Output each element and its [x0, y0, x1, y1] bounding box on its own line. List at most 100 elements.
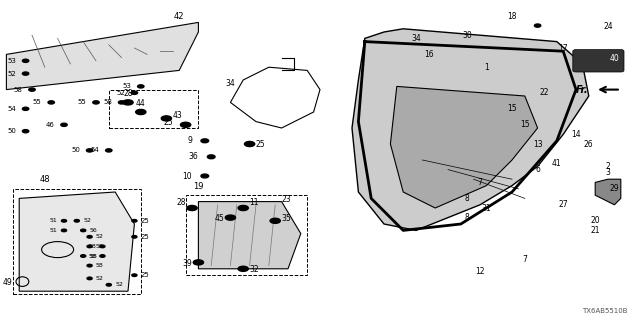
- Circle shape: [81, 229, 86, 232]
- Text: 26: 26: [584, 140, 594, 148]
- Text: 22: 22: [540, 88, 548, 97]
- Text: 25: 25: [163, 118, 173, 127]
- Text: 53: 53: [7, 58, 16, 64]
- Circle shape: [22, 59, 29, 62]
- Text: 28: 28: [176, 198, 186, 207]
- Text: 18: 18: [508, 12, 516, 21]
- Text: 54: 54: [7, 106, 16, 112]
- Text: 58: 58: [88, 244, 96, 249]
- Text: 52: 52: [83, 218, 91, 223]
- Circle shape: [187, 205, 197, 211]
- Text: 55: 55: [77, 100, 86, 105]
- Text: 12: 12: [476, 268, 484, 276]
- Text: 55: 55: [33, 100, 42, 105]
- Circle shape: [136, 109, 146, 115]
- Text: 14: 14: [571, 130, 581, 139]
- Text: 58: 58: [96, 244, 104, 249]
- Circle shape: [61, 220, 67, 222]
- Circle shape: [22, 72, 29, 75]
- Text: 40: 40: [609, 54, 620, 63]
- Circle shape: [238, 266, 248, 271]
- Circle shape: [61, 123, 67, 126]
- Circle shape: [93, 101, 99, 104]
- Polygon shape: [352, 29, 589, 230]
- Text: 50: 50: [71, 148, 80, 153]
- Text: 31: 31: [481, 204, 492, 212]
- Text: 46: 46: [45, 122, 54, 128]
- Text: TX6AB5510B: TX6AB5510B: [582, 308, 627, 314]
- Text: 19: 19: [193, 182, 204, 191]
- Bar: [186, 195, 307, 275]
- Bar: [109, 90, 198, 128]
- Polygon shape: [6, 22, 198, 90]
- Text: 44: 44: [136, 99, 146, 108]
- Text: 1: 1: [484, 63, 489, 72]
- Text: 27: 27: [558, 200, 568, 209]
- Text: 2: 2: [605, 162, 611, 171]
- Circle shape: [118, 101, 125, 104]
- Circle shape: [270, 218, 280, 223]
- Text: 51: 51: [50, 218, 58, 223]
- Circle shape: [48, 101, 54, 104]
- Text: 34: 34: [225, 79, 236, 88]
- Text: 32: 32: [250, 265, 259, 274]
- Circle shape: [238, 205, 248, 211]
- Circle shape: [87, 245, 92, 248]
- Circle shape: [87, 236, 92, 238]
- Text: 52: 52: [96, 234, 104, 239]
- Circle shape: [100, 255, 105, 257]
- Text: 25: 25: [141, 272, 150, 278]
- Text: 48: 48: [40, 175, 50, 184]
- Circle shape: [81, 255, 86, 257]
- Polygon shape: [19, 192, 134, 291]
- Text: 11: 11: [250, 198, 259, 207]
- Text: 56: 56: [90, 228, 97, 233]
- Text: 15: 15: [507, 104, 517, 113]
- Text: 41: 41: [552, 159, 562, 168]
- Circle shape: [100, 245, 105, 248]
- Text: 25: 25: [141, 234, 150, 240]
- Circle shape: [201, 174, 209, 178]
- Circle shape: [132, 274, 137, 276]
- Bar: [13, 189, 141, 294]
- Circle shape: [87, 277, 92, 280]
- Text: 34: 34: [411, 34, 421, 43]
- Circle shape: [244, 141, 255, 147]
- Text: 58: 58: [88, 253, 96, 259]
- Text: 24: 24: [603, 22, 613, 31]
- Text: 50: 50: [7, 128, 16, 134]
- Circle shape: [106, 284, 111, 286]
- Text: 53: 53: [122, 84, 131, 89]
- Text: 52: 52: [7, 71, 16, 76]
- Text: 29: 29: [609, 184, 620, 193]
- FancyBboxPatch shape: [573, 50, 624, 72]
- Text: 30: 30: [462, 31, 472, 40]
- Text: 58: 58: [96, 263, 104, 268]
- Text: 43: 43: [173, 111, 182, 120]
- Text: 17: 17: [558, 44, 568, 53]
- Text: 8: 8: [465, 213, 470, 222]
- Text: 23: 23: [282, 195, 291, 204]
- Circle shape: [132, 236, 137, 238]
- Polygon shape: [198, 202, 301, 269]
- Circle shape: [86, 149, 93, 152]
- Text: 35: 35: [282, 214, 291, 223]
- Circle shape: [161, 116, 172, 121]
- Text: 25: 25: [256, 140, 266, 148]
- Text: 58: 58: [13, 87, 22, 92]
- Text: 58: 58: [90, 253, 97, 259]
- Text: 25: 25: [141, 218, 150, 224]
- Text: 20: 20: [590, 216, 600, 225]
- Text: 52: 52: [96, 276, 104, 281]
- Circle shape: [207, 155, 215, 159]
- Text: 39: 39: [182, 259, 192, 268]
- Text: 21: 21: [591, 226, 600, 235]
- Text: 36: 36: [189, 152, 198, 161]
- Text: 10: 10: [182, 172, 192, 180]
- Circle shape: [138, 85, 144, 88]
- Circle shape: [201, 139, 209, 143]
- Circle shape: [534, 24, 541, 27]
- Circle shape: [106, 149, 112, 152]
- Text: 54: 54: [90, 148, 99, 153]
- Polygon shape: [595, 179, 621, 205]
